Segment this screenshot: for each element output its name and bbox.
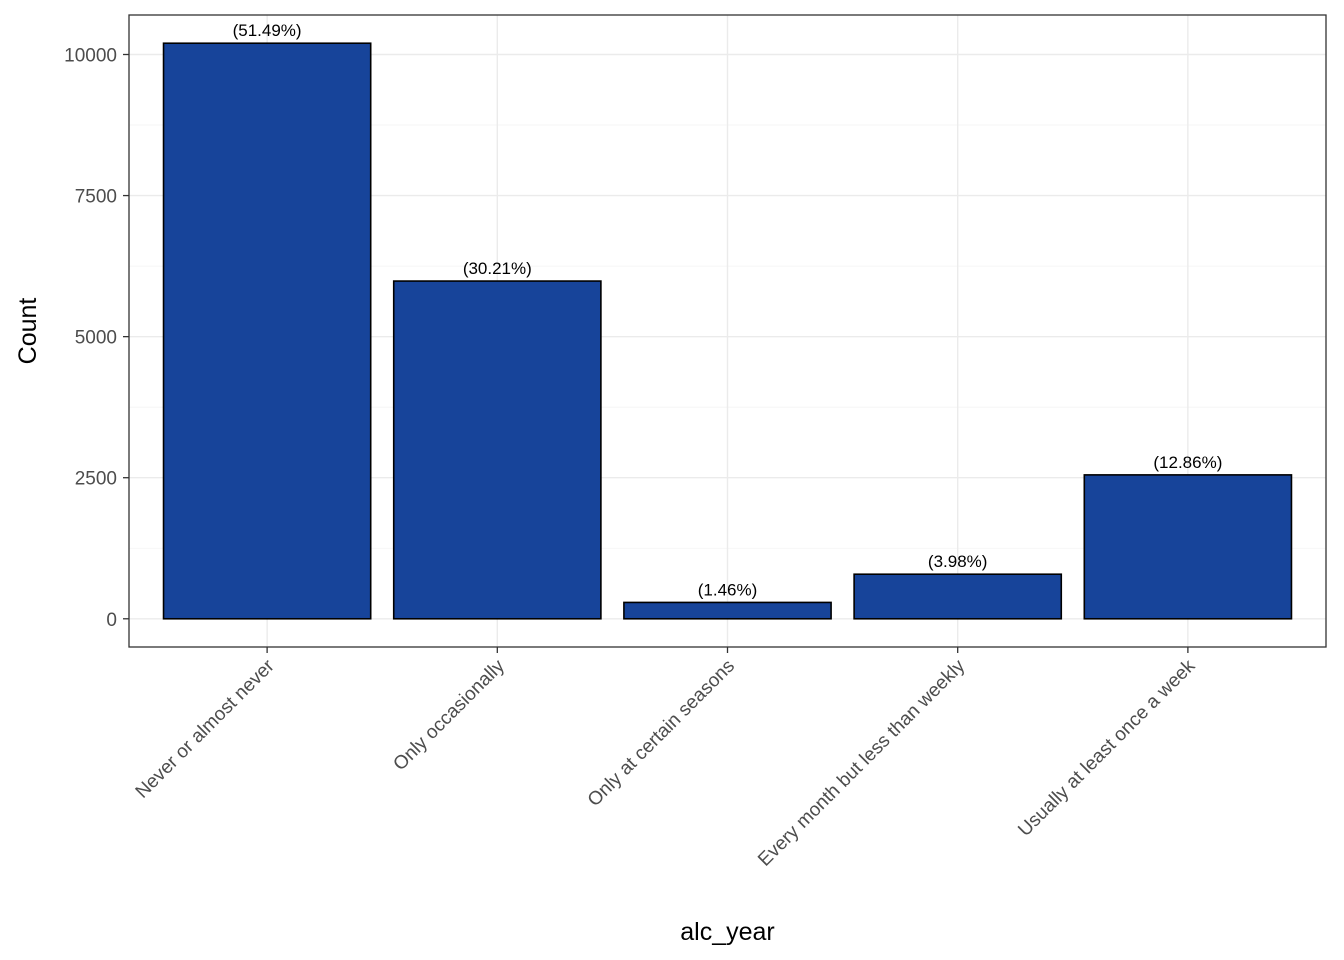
x-axis-title: alc_year	[680, 918, 775, 946]
bar-data-label: (3.98%)	[928, 552, 988, 571]
bar	[1083, 474, 1293, 620]
bar	[162, 42, 372, 620]
x-axis-ticks: Never or almost never Only occasionally On…	[132, 647, 1200, 871]
bar	[392, 280, 602, 620]
x-tick-label: Usually at least once a week	[1014, 655, 1199, 840]
x-tick-label: Only at certain seasons	[584, 656, 739, 811]
bar-data-label: (12.86%)	[1153, 453, 1222, 472]
y-tick-label: 0	[106, 610, 117, 631]
x-tick-label: Only occasionally	[389, 655, 509, 775]
bar	[853, 573, 1063, 620]
y-tick-label: 2500	[75, 469, 117, 490]
y-axis-title: Count	[14, 298, 42, 365]
y-tick-label: 10000	[64, 46, 117, 67]
data-labels: (51.49%) (30.21%) (1.46%) (3.98%) (12.86%)	[233, 21, 1223, 599]
bar-data-label: (51.49%)	[233, 21, 302, 40]
bar	[623, 601, 832, 620]
x-tick-label: Never or almost never	[132, 655, 279, 802]
bars	[162, 42, 1293, 620]
y-axis-ticks: 0 2500 5000 7500 10000	[64, 46, 129, 631]
x-tick-label: Every month but less than weekly	[754, 655, 969, 870]
bar-data-label: (1.46%)	[698, 580, 758, 599]
bar-data-label: (30.21%)	[463, 259, 532, 278]
y-tick-label: 7500	[75, 187, 117, 208]
y-tick-label: 5000	[75, 328, 117, 349]
